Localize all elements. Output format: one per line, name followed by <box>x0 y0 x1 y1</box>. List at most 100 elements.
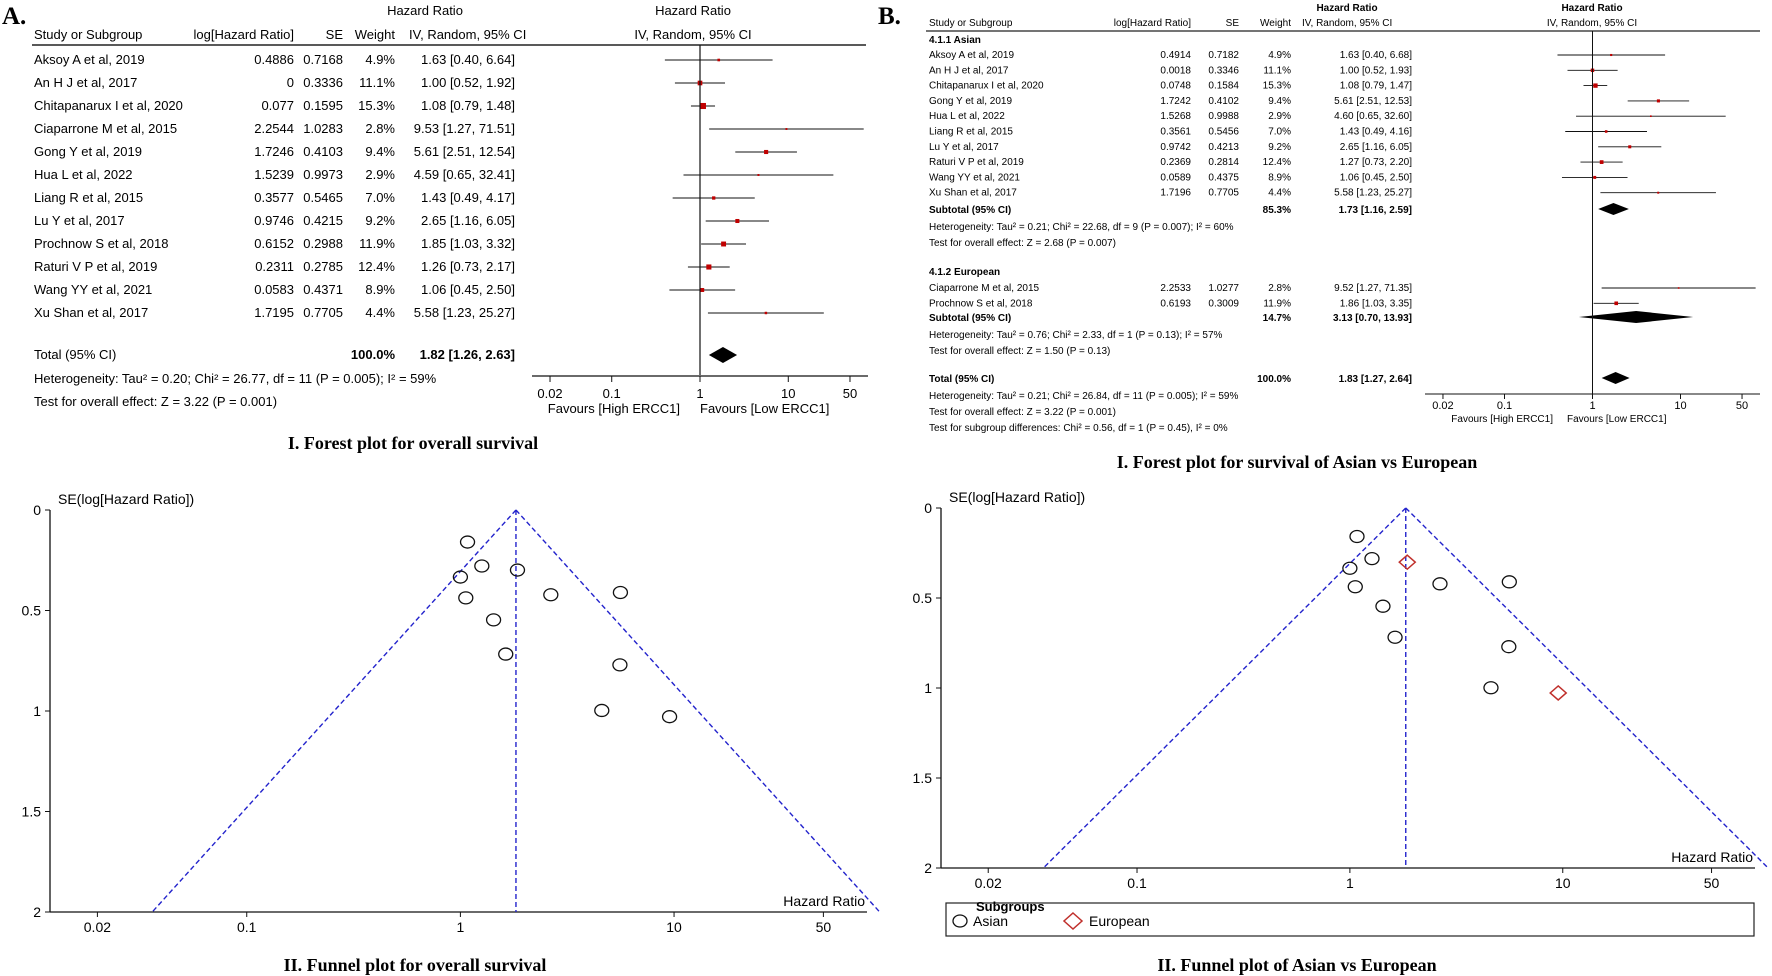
study-weight: 7.0% <box>1268 127 1291 138</box>
study-name: Hua L et al, 2022 <box>34 167 133 182</box>
study-name: Aksoy A et al, 2019 <box>34 52 145 67</box>
col-ci: IV, Random, 95% CI <box>1302 18 1392 29</box>
study-weight: 4.4% <box>1268 188 1291 199</box>
x-tick-label: 10 <box>666 919 682 935</box>
data-point <box>1348 581 1362 593</box>
study-loghr: 0.9742 <box>1160 142 1191 153</box>
data-point <box>459 592 473 604</box>
caption-forest-a: I. Forest plot for overall survival <box>288 433 538 453</box>
point-estimate <box>735 219 739 223</box>
european-study-rows: Ciaparrone M et al, 2015 2.2533 1.0277 2.8%… <box>929 283 1412 309</box>
study-ci: 1.08 [0.79, 1.48] <box>421 98 515 113</box>
data-point <box>1365 553 1379 565</box>
study-loghr: 0.4886 <box>254 52 294 67</box>
study-ci: 1.85 [1.03, 3.32] <box>421 236 515 251</box>
data-point <box>1484 682 1498 694</box>
data-point <box>613 586 627 598</box>
study-loghr: 0.0018 <box>1160 65 1191 76</box>
european-subtotal-ci: 3.13 [0.70, 13.93] <box>1333 313 1412 324</box>
study-ci: 1.00 [0.52, 1.92] <box>421 75 515 90</box>
panel-a-letter: A. <box>2 3 26 30</box>
study-se: 1.0277 <box>1208 283 1239 294</box>
study-se: 0.1595 <box>303 98 343 113</box>
study-ci: 1.63 [0.40, 6.68] <box>1340 50 1413 61</box>
study-ci: 1.27 [0.73, 2.20] <box>1340 157 1413 168</box>
study-weight: 8.9% <box>1268 172 1291 183</box>
favours-right: Favours [Low ERCC1] <box>1567 414 1667 425</box>
y-tick-label: 0.5 <box>913 590 933 606</box>
study-loghr: 0.4914 <box>1160 50 1191 61</box>
point-estimate <box>700 288 704 292</box>
x-tick-label: 1 <box>1589 400 1595 412</box>
col-study: Study or Subgroup <box>34 27 142 42</box>
study-weight: 9.2% <box>1268 142 1291 153</box>
study-weight: 2.8% <box>1268 283 1291 294</box>
x-tick-label: 0.02 <box>84 919 111 935</box>
study-loghr: 0.3577 <box>254 190 294 205</box>
x-tick-label: 1 <box>456 919 464 935</box>
study-name: Raturi V P et al, 2019 <box>929 157 1024 168</box>
study-ci: 4.59 [0.65, 32.41] <box>414 167 515 182</box>
legend-asian-marker <box>953 915 967 927</box>
x-tick-label: 50 <box>816 919 832 935</box>
european-subtotal-diamond <box>1579 311 1693 323</box>
col-ci-2: IV, Random, 95% CI <box>1547 18 1637 29</box>
study-name: Aksoy A et al, 2019 <box>929 50 1014 61</box>
study-name: Ciaparrone M et al, 2015 <box>929 283 1040 294</box>
study-weight: 11.9% <box>1263 298 1291 309</box>
x-tick-label: 50 <box>843 386 857 401</box>
study-ci: 9.53 [1.27, 71.51] <box>414 121 515 136</box>
study-loghr: 0.0583 <box>254 282 294 297</box>
x-tick-label: 0.02 <box>1432 400 1453 412</box>
forest-plot-subgroups: B. Hazard Ratio Hazard Ratio Study or Su… <box>878 3 1760 472</box>
study-name: Xu Shan et al, 2017 <box>929 188 1017 199</box>
study-se: 0.3009 <box>1208 298 1239 309</box>
col-loghr: log[Hazard Ratio] <box>1114 18 1191 29</box>
y-axis-label: SE(log[Hazard Ratio]) <box>58 491 194 507</box>
y-tick-label: 2 <box>33 904 41 920</box>
study-se: 0.4102 <box>1208 96 1239 107</box>
study-loghr: 1.5239 <box>254 167 294 182</box>
study-name: Lu Y et al, 2017 <box>34 213 125 228</box>
study-se: 0.7705 <box>303 305 343 320</box>
forest-graph: 0.02 0.1 1 10 50 <box>532 45 868 401</box>
favours-right: Favours [Low ERCC1] <box>700 401 829 416</box>
study-ci: 1.86 [1.03, 3.35] <box>1340 298 1413 309</box>
european-heterogeneity: Heterogeneity: Tau² = 0.76; Chi² = 2.33,… <box>929 330 1223 341</box>
data-point <box>1343 562 1357 574</box>
x-tick-label: 0.1 <box>237 919 257 935</box>
data-point <box>595 704 609 716</box>
asian-subtotal-label: Subtotal (95% CI) <box>929 205 1011 216</box>
x-tick-label: 1 <box>696 386 703 401</box>
study-se: 0.5456 <box>1208 127 1239 138</box>
study-name: Prochnow S et al, 2018 <box>929 298 1033 309</box>
data-point <box>499 648 513 660</box>
study-weight: 11.9% <box>359 236 395 251</box>
x-tick-label: 1 <box>1346 875 1354 891</box>
y-tick-label: 0 <box>924 500 932 516</box>
point-estimate <box>1678 287 1680 289</box>
y-axis-label: SE(log[Hazard Ratio]) <box>949 489 1085 505</box>
study-se: 0.1584 <box>1208 81 1239 92</box>
data-point <box>1502 576 1516 588</box>
y-tick-label: 1 <box>924 680 932 696</box>
study-weight: 11.1% <box>359 75 395 90</box>
data-point <box>613 659 627 671</box>
study-weight: 2.9% <box>1268 111 1291 122</box>
point-estimate <box>764 150 768 154</box>
overall-effect: Test for overall effect: Z = 3.22 (P = 0… <box>929 407 1116 418</box>
study-ci: 4.60 [0.65, 32.60] <box>1334 111 1412 122</box>
study-weight: 2.8% <box>365 121 395 136</box>
study-weight: 7.0% <box>365 190 395 205</box>
study-name: Ciaparrone M et al, 2015 <box>34 121 177 136</box>
y-tick-label: 0 <box>33 502 41 518</box>
group-asian-title: 4.1.1 Asian <box>929 35 981 46</box>
study-name: Liang R et al, 2015 <box>34 190 143 205</box>
legend-box <box>946 903 1754 936</box>
legend-asian-label: Asian <box>973 913 1008 929</box>
study-ci: 5.58 [1.23, 25.27] <box>1334 188 1412 199</box>
asian-study-rows: Aksoy A et al, 2019 0.4914 0.7182 4.9% 1.63 … <box>929 50 1412 199</box>
overall-effect: Test for overall effect: Z = 3.22 (P = 0… <box>34 394 277 409</box>
study-ci: 1.06 [0.45, 2.50] <box>1340 172 1413 183</box>
study-name: Raturi V P et al, 2019 <box>34 259 157 274</box>
